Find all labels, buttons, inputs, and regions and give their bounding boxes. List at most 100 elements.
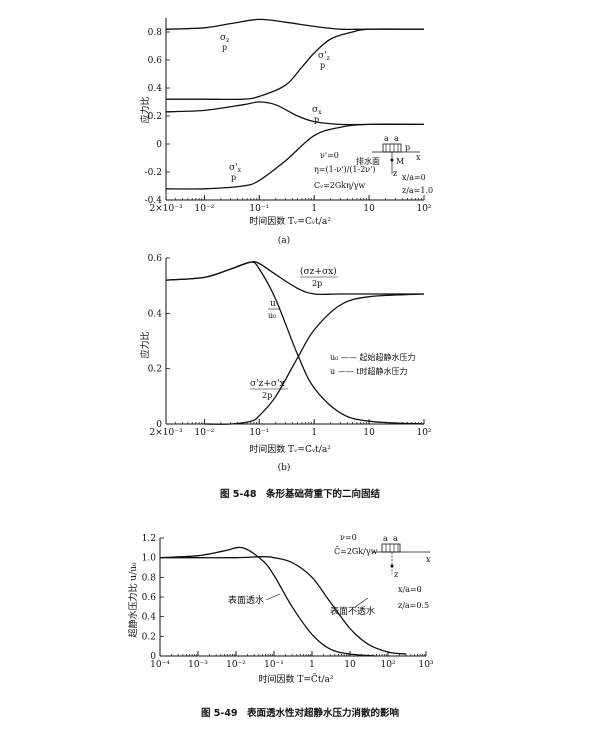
- label-sigma-z-prime-den: p: [320, 61, 325, 70]
- x-tick-label: 10⁻³: [188, 660, 208, 670]
- anno-za: z/a=1.0: [402, 186, 433, 195]
- anno-p: p: [405, 143, 410, 152]
- label-sigma-z: σz: [220, 33, 229, 44]
- panel-label: (a): [278, 235, 290, 246]
- x-axis-label: 时间因数 Tᵥ=Cᵥt/a²: [249, 443, 331, 455]
- x-tick-label: 10⁻²: [226, 660, 246, 670]
- y-tick-label: 0.8: [148, 28, 163, 38]
- x-tick-label: 10³: [418, 660, 433, 670]
- series-line-3: [204, 293, 425, 425]
- legend-u0: u₀ —— 起始超静水压力: [330, 352, 415, 362]
- x-tick-label: 1: [309, 660, 315, 670]
- x-tick-label: 1: [311, 428, 317, 438]
- anno-x-axis: x: [416, 153, 421, 162]
- anno-z-axis: z: [393, 169, 397, 178]
- y-axis-label: 应力比: [139, 331, 151, 358]
- series-line-2: [160, 556, 407, 655]
- anno-m: M: [396, 157, 404, 166]
- anno-a2-549: a: [393, 534, 398, 543]
- x-tick-label: 10: [363, 428, 375, 438]
- y-tick-label: -0.2: [145, 168, 162, 178]
- label-sigma-x-den: p: [314, 115, 319, 124]
- series-line-2: [166, 28, 425, 101]
- caption-5-48: 图 5-48 条形基础荷重下的二向固结: [220, 488, 381, 500]
- x-tick-label: 10⁻⁴: [150, 660, 170, 670]
- series-line-2: [165, 261, 425, 425]
- anno-z-549: z: [394, 570, 398, 579]
- x-tick-label: 10: [363, 204, 375, 214]
- label-sigma-x: σx: [312, 105, 322, 116]
- y-axis-label: 应力比: [139, 96, 151, 123]
- y-tick-label: 0: [156, 420, 162, 430]
- y-tick-label: 0.2: [148, 365, 162, 375]
- anno-drain: 排水面: [356, 156, 380, 166]
- x-tick-label: 10: [344, 660, 356, 670]
- anno-xa-549: x/a=0: [398, 585, 422, 594]
- x-tick-label: 2×10⁻³: [149, 204, 182, 214]
- y-tick-label: 0.6: [148, 254, 163, 264]
- x-tick-label: 10⁻¹: [249, 204, 269, 214]
- y-tick-label: 0.8: [142, 573, 157, 583]
- y-tick-label: 1.2: [142, 534, 156, 544]
- chart-5-48b-annotations: (σz+σx) 2p u u₀ σ'z+σ'x 2p u₀ —— 起始超静水压力…: [250, 266, 415, 400]
- anno-cbar: C̄=2Gk/γw: [334, 547, 378, 556]
- y-tick-label: 1.0: [142, 554, 157, 564]
- legend-u: u —— t时超静水压力: [330, 366, 407, 376]
- label-sigma-x-prime: σ'x: [229, 163, 242, 174]
- y-tick-label: 0.4: [142, 613, 157, 623]
- anno-eta: η=(1-ν')/(1-2ν'): [314, 165, 375, 174]
- x-tick-label: 2×10⁻³: [149, 428, 182, 438]
- x-axis-label: 时间因数 T=C̄t/a²: [259, 673, 334, 685]
- label-sigma-z-den: p: [222, 43, 227, 52]
- x-tick-label: 10⁻¹: [264, 660, 284, 670]
- series-line-4: [165, 123, 425, 190]
- x-tick-label: 10⁻²: [194, 428, 214, 438]
- anno-za-549: z/a=0.5: [398, 601, 429, 610]
- y-tick-label: 0.2: [148, 112, 162, 122]
- anno-nu-549: ν=0: [340, 533, 357, 542]
- anno-nu: ν'=0: [320, 151, 339, 160]
- anno-a1-549: a: [383, 534, 388, 543]
- y-tick-label: -0.4: [145, 196, 163, 206]
- panel-label: (b): [278, 462, 291, 473]
- label-permeable: 表面透水: [228, 594, 264, 606]
- label-total-mean-den: 2p: [312, 279, 322, 288]
- y-tick-label: 0.6: [148, 56, 163, 66]
- y-tick-label: 0.4: [148, 84, 163, 94]
- series-line-1: [159, 546, 377, 657]
- label-sigma-z-prime: σ'z: [318, 51, 330, 62]
- y-tick-label: 0.6: [142, 593, 157, 603]
- chart-5-48a-annotations: σz p σ'z p σx p σ'x p ν'=0 η=(1-ν')/(1-2…: [220, 33, 433, 195]
- x-tick-label: 10²: [416, 428, 431, 438]
- chart-5-49-annotations: 表面透水 表面不透水 ν=0 C̄=2Gk/γw x/a=0 z/a=0.5 a…: [228, 533, 431, 617]
- anno-a1: a: [384, 134, 389, 143]
- caption-5-49: 图 5-49 表面透水性对超静水压力消散的影响: [201, 707, 400, 719]
- label-u-ratio: u: [270, 299, 276, 309]
- x-tick-label: 10⁻²: [194, 204, 214, 214]
- label-total-mean: (σz+σx): [300, 266, 337, 277]
- label-impermeable: 表面不透水: [330, 605, 375, 617]
- label-eff-mean: σ'z+σ'x: [250, 379, 285, 389]
- y-tick-label: 0.2: [142, 632, 156, 642]
- label-eff-mean-den: 2p: [262, 391, 272, 400]
- anno-cv: Cᵥ=2Gkη/γw: [314, 181, 365, 190]
- anno-a2: a: [394, 134, 399, 143]
- label-u-ratio-den: u₀: [268, 311, 276, 320]
- series-line-1: [165, 260, 424, 296]
- y-tick-label: 0.4: [148, 309, 163, 319]
- chart-5-49: 1.2 1.0 0.8 0.6 0.4 0.2 010⁻⁴ 10⁻³ 10⁻² 10⁻¹ 1 10 10…: [127, 534, 434, 685]
- x-tick-label: 10⁻¹: [249, 428, 269, 438]
- y-tick-label: 0: [150, 652, 156, 662]
- series-line-1: [165, 18, 424, 31]
- y-axis-label: 超静水压力比 u/u₀: [127, 562, 139, 637]
- x-axis-label: 时间因数 Tᵥ=Cᵥt/a²: [249, 215, 331, 227]
- x-tick-label: 1: [311, 204, 317, 214]
- label-sigma-x-prime-den: p: [231, 173, 236, 182]
- y-tick-label: 0: [156, 140, 162, 150]
- chart-5-48a: 0.8 0.6 0.4 0.2 0 -0.2 -0.42×10⁻³ 10⁻² 10⁻¹ 1 10 10…: [139, 18, 432, 246]
- anno-xa: x/a=0: [402, 173, 426, 182]
- series-line-3: [165, 101, 424, 126]
- x-tick-label: 10²: [380, 660, 395, 670]
